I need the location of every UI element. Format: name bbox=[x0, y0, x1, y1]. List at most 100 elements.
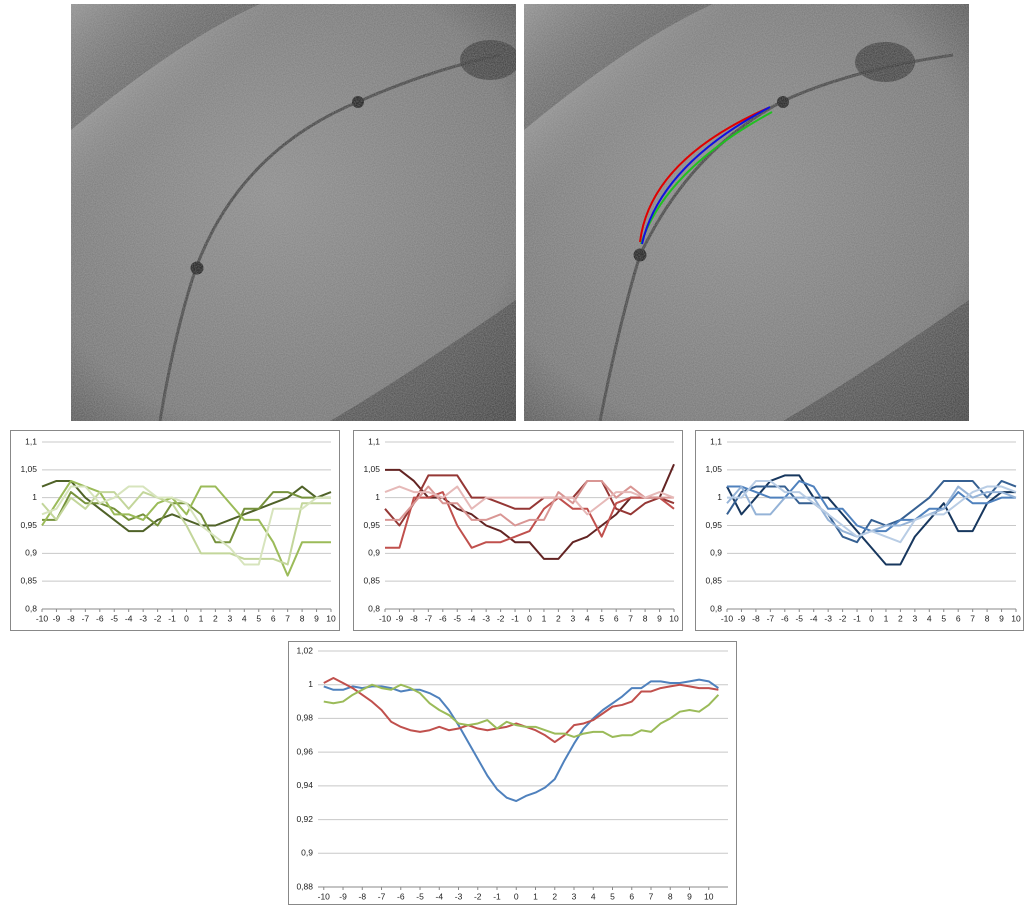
y-tick-label: 1 bbox=[375, 492, 380, 502]
x-tick-label: -7 bbox=[82, 613, 90, 623]
x-tick-label: 10 bbox=[669, 613, 679, 623]
x-tick-label: 8 bbox=[300, 613, 305, 623]
data-line bbox=[384, 485, 675, 516]
x-tick-label: 2 bbox=[213, 613, 218, 623]
xray-image-left bbox=[71, 4, 516, 421]
x-tick-label: -9 bbox=[738, 613, 746, 623]
chart-frame bbox=[353, 430, 683, 631]
x-tick-label: -2 bbox=[154, 613, 162, 623]
data-line bbox=[41, 491, 331, 566]
x-tick-label: -3 bbox=[482, 613, 490, 623]
x-tick-label: -3 bbox=[139, 613, 147, 623]
y-tick-label: 0,98 bbox=[296, 713, 313, 723]
data-line bbox=[41, 485, 331, 566]
x-tick-label: -4 bbox=[435, 891, 443, 901]
y-tick-label: 1 bbox=[32, 492, 37, 502]
x-tick-label: 4 bbox=[242, 613, 247, 623]
x-tick-label: 5 bbox=[941, 613, 946, 623]
x-tick-label: 7 bbox=[285, 613, 290, 623]
x-tick-label: -3 bbox=[824, 613, 832, 623]
x-tick-label: -5 bbox=[795, 613, 803, 623]
y-tick-label: 1,05 bbox=[363, 464, 380, 474]
x-tick-label: 1 bbox=[884, 613, 889, 623]
x-tick-label: 3 bbox=[572, 891, 577, 901]
x-tick-label: 0 bbox=[514, 891, 519, 901]
y-tick-label: 0,8 bbox=[25, 603, 37, 613]
x-tick-label: -7 bbox=[767, 613, 775, 623]
x-tick-label: -4 bbox=[810, 613, 818, 623]
x-tick-label: -7 bbox=[378, 891, 386, 901]
x-tick-label: -2 bbox=[474, 891, 482, 901]
x-tick-label: -8 bbox=[358, 891, 366, 901]
x-tick-label: -9 bbox=[53, 613, 61, 623]
x-tick-label: 3 bbox=[227, 613, 232, 623]
x-tick-label: 7 bbox=[649, 891, 654, 901]
x-tick-label: -8 bbox=[67, 613, 75, 623]
x-tick-label: -5 bbox=[453, 613, 461, 623]
y-tick-label: 0,8 bbox=[368, 603, 380, 613]
chart-frame bbox=[10, 430, 340, 631]
y-tick-label: 1,05 bbox=[705, 464, 722, 474]
x-tick-label: 5 bbox=[256, 613, 261, 623]
x-tick-label: 10 bbox=[326, 613, 336, 623]
y-tick-label: 0,9 bbox=[25, 548, 37, 558]
x-tick-label: 1 bbox=[542, 613, 547, 623]
x-tick-label: 4 bbox=[927, 613, 932, 623]
x-tick-label: -10 bbox=[318, 891, 331, 901]
y-tick-label: 0,9 bbox=[710, 548, 722, 558]
x-tick-label: -3 bbox=[455, 891, 463, 901]
data-line bbox=[323, 683, 720, 738]
y-tick-label: 0,94 bbox=[296, 780, 313, 790]
x-tick-label: 8 bbox=[643, 613, 648, 623]
data-line bbox=[323, 678, 719, 803]
x-tick-label: 2 bbox=[552, 891, 557, 901]
y-tick-label: 1 bbox=[717, 492, 722, 502]
x-tick-label: 3 bbox=[912, 613, 917, 623]
y-tick-label: 0,96 bbox=[296, 746, 313, 756]
x-tick-label: 4 bbox=[591, 891, 596, 901]
x-tick-label: 6 bbox=[956, 613, 961, 623]
x-tick-label: 6 bbox=[629, 891, 634, 901]
x-tick-label: 0 bbox=[527, 613, 532, 623]
x-tick-label: -4 bbox=[125, 613, 133, 623]
x-tick-label: -8 bbox=[752, 613, 760, 623]
data-line bbox=[385, 491, 675, 549]
xray-image-right bbox=[524, 4, 969, 421]
x-tick-label: -5 bbox=[110, 613, 118, 623]
x-tick-label: 2 bbox=[898, 613, 903, 623]
x-tick-label: 10 bbox=[704, 891, 714, 901]
x-tick-label: 2 bbox=[556, 613, 561, 623]
data-line bbox=[385, 479, 674, 527]
y-tick-label: 1,1 bbox=[710, 436, 722, 446]
y-tick-label: 1,02 bbox=[296, 645, 313, 655]
x-tick-label: -6 bbox=[439, 613, 447, 623]
x-tick-label: -1 bbox=[493, 891, 501, 901]
y-tick-label: 1 bbox=[308, 679, 313, 689]
x-tick-label: -6 bbox=[781, 613, 789, 623]
y-tick-label: 0,9 bbox=[368, 548, 380, 558]
y-tick-label: 0,95 bbox=[705, 520, 722, 530]
x-tick-label: 6 bbox=[271, 613, 276, 623]
x-tick-label: 0 bbox=[184, 613, 189, 623]
x-tick-label: 0 bbox=[869, 613, 874, 623]
y-tick-label: 0,95 bbox=[20, 520, 37, 530]
data-line bbox=[726, 474, 1016, 566]
chart-frame bbox=[695, 430, 1024, 631]
y-tick-label: 0,88 bbox=[296, 881, 313, 891]
x-tick-label: 4 bbox=[585, 613, 590, 623]
x-tick-label: -10 bbox=[379, 613, 392, 623]
data-line bbox=[726, 479, 1017, 544]
x-tick-label: -6 bbox=[96, 613, 104, 623]
x-tick-label: -5 bbox=[416, 891, 424, 901]
x-tick-label: 7 bbox=[970, 613, 975, 623]
y-tick-label: 0,85 bbox=[705, 575, 722, 585]
y-tick-label: 0,8 bbox=[710, 603, 722, 613]
x-tick-label: -7 bbox=[425, 613, 433, 623]
data-line bbox=[41, 479, 331, 577]
y-tick-label: 1,1 bbox=[368, 436, 380, 446]
x-tick-label: 5 bbox=[599, 613, 604, 623]
x-tick-label: 5 bbox=[610, 891, 615, 901]
y-tick-label: 0,95 bbox=[363, 520, 380, 530]
x-tick-label: -9 bbox=[396, 613, 404, 623]
